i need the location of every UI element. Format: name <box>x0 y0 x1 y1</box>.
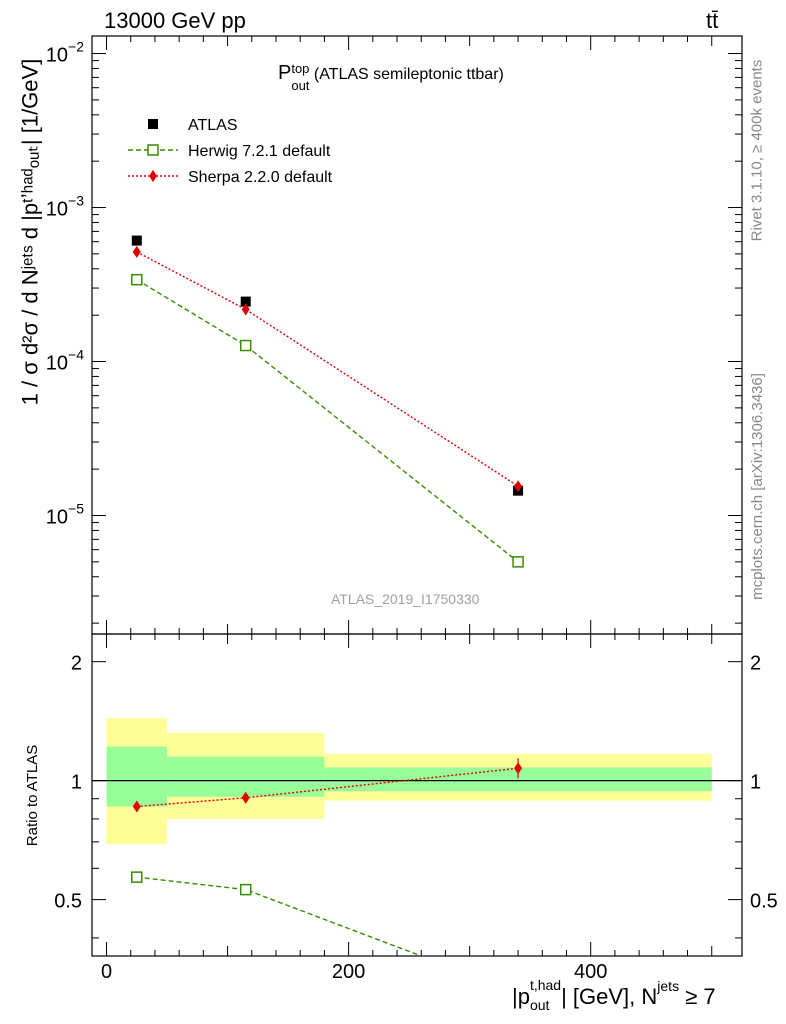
sherpa-point <box>241 303 250 316</box>
sherpa-point <box>514 480 523 493</box>
y-axis-label-ratio: Ratio to ATLAS <box>23 744 41 846</box>
x-axis-label: |p t,had out | [GeV], Njets ≥ 7 <box>512 978 716 1013</box>
x-label-tail: ≥ 7 <box>679 984 716 1009</box>
herwig-ratio-line <box>136 876 422 956</box>
atlas-point <box>131 235 142 246</box>
ratio-band-inner-1 <box>167 756 325 797</box>
ratio-band-inner-2 <box>324 767 712 792</box>
x-label-sub: out <box>529 997 550 1013</box>
x-tick-label: 200 <box>332 961 365 983</box>
rivet-version-label: Rivet 3.1.10, ≥ 400k events <box>748 59 766 241</box>
x-label-sup: t,had <box>529 977 562 993</box>
legend-label: ATLAS <box>188 117 238 134</box>
legend-label: Herwig 7.2.1 default <box>188 143 331 160</box>
herwig-line <box>136 279 519 563</box>
y-axis-label-main: 1 / σ d²σ / d Nʲᵉᵗˢ d |pᵗʼʰᵃᵈₒᵤₜ| [1/GeV… <box>16 58 42 406</box>
plot-title-main: P <box>278 62 292 84</box>
main-panel: 10−2 10−3 10−4 10−5 ATLAS Herwig 7.2.1 defaul… <box>46 35 743 635</box>
sherpa-point <box>132 245 141 258</box>
legend-marker-atlas <box>148 119 158 129</box>
plot-title-sub: out <box>291 78 310 93</box>
y-tick-label-main: 10−4 <box>46 347 84 375</box>
legend-label: Sherpa 2.2.0 default <box>188 169 333 186</box>
mcplots-label: mcplots.cern.ch [arXiv:1306.3436] <box>748 372 766 600</box>
y-tick-label-main: 10−3 <box>46 193 84 221</box>
plot-title-suffix: (ATLAS semileptonic ttbar) <box>309 66 504 83</box>
plot-title-sup: top <box>291 61 310 76</box>
x-label-mid: | [GeV], N <box>561 984 658 1009</box>
process-label: tt̄ <box>706 8 719 33</box>
x-tick-label: 400 <box>574 961 607 983</box>
ratio-tick-label-right: 1 <box>750 772 761 794</box>
ratio-tick-label-right: 0.5 <box>750 891 778 913</box>
herwig-point <box>239 339 252 352</box>
sherpa-ratio-point <box>241 791 250 804</box>
y-tick-label-main: 10−2 <box>46 39 84 67</box>
ratio-frame <box>91 633 743 957</box>
ratio-tick-label-left: 0.5 <box>54 891 82 913</box>
ratio-panel: 2 2 1 1 0.5 0.5 0 200 400 <box>54 633 778 983</box>
energy-label: 13000 GeV pp <box>104 8 246 33</box>
ratio-tick-label-left: 1 <box>71 772 82 794</box>
sherpa-line <box>136 251 519 487</box>
herwig-point <box>131 273 143 286</box>
legend-marker-herwig <box>147 144 159 156</box>
herwig-ratio-point <box>239 883 252 896</box>
ratio-tick-label-right: 2 <box>750 653 761 675</box>
x-label-p: |p <box>512 984 530 1009</box>
herwig-ratio-point <box>131 871 143 883</box>
herwig-point <box>512 556 524 568</box>
atlas-point <box>240 296 251 307</box>
y-tick-label-main: 10−5 <box>46 501 84 529</box>
x-tick-label: 0 <box>101 961 112 983</box>
ratio-tick-label-left: 2 <box>71 653 82 675</box>
sherpa-ratio-point <box>514 762 523 775</box>
legend-marker-sherpa <box>149 170 157 182</box>
analysis-id: ATLAS_2019_I1750330 <box>331 591 480 607</box>
sherpa-ratio-point <box>132 800 141 813</box>
ratio-band-inner-0 <box>106 746 168 807</box>
x-label-sup2: jets <box>657 978 680 994</box>
